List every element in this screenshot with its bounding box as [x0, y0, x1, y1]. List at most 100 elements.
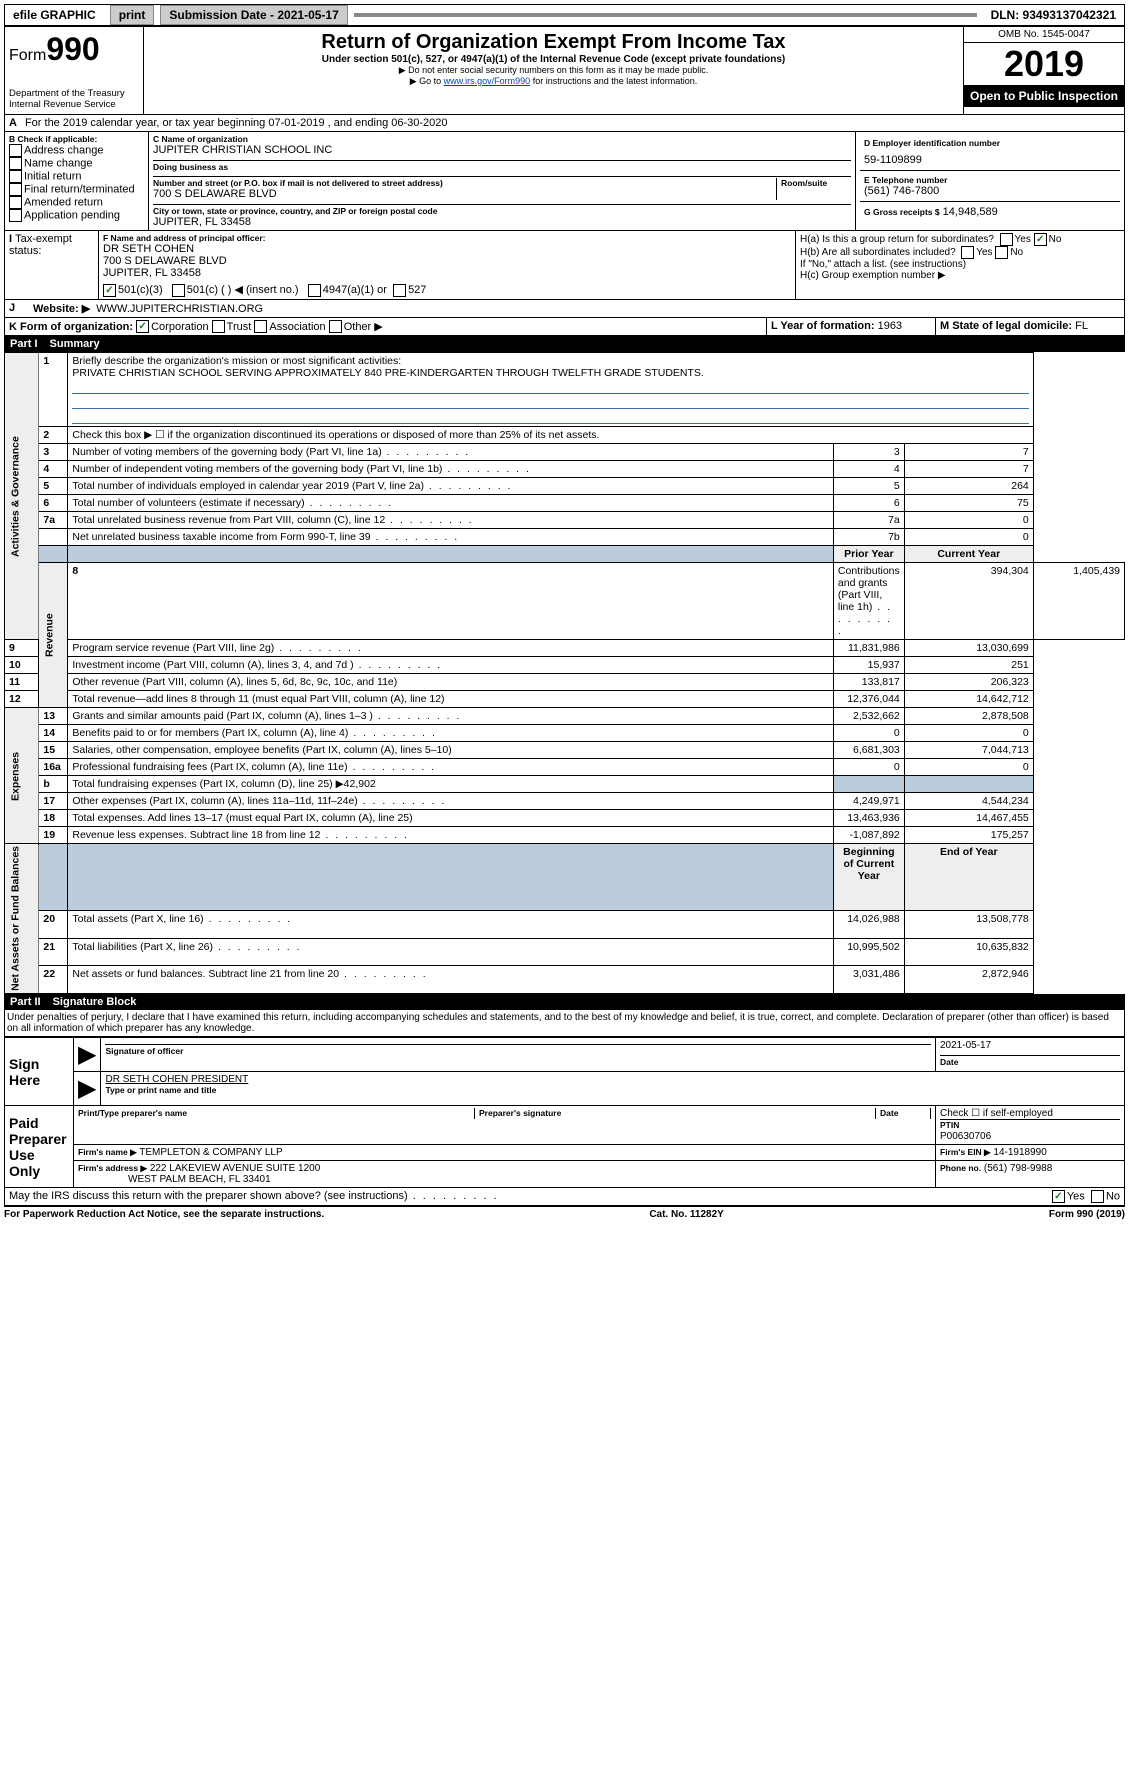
check-self-employed[interactable]: Check ☐ if self-employed	[940, 1108, 1120, 1120]
cb-application-pending[interactable]: Application pending	[9, 209, 144, 222]
cb-527[interactable]	[393, 284, 406, 297]
ptin-value: P00630706	[940, 1131, 991, 1142]
officer-addr2: JUPITER, FL 33458	[103, 267, 791, 279]
firm-phone: (561) 798-9988	[984, 1163, 1052, 1174]
cb-ha-yes[interactable]	[1000, 233, 1013, 246]
date-label: Date	[940, 1057, 1120, 1067]
cb-hb-no[interactable]	[995, 246, 1008, 259]
cb-501c[interactable]	[172, 284, 185, 297]
top-toolbar: efile GRAPHIC print Submission Date - 20…	[4, 4, 1125, 26]
toolbar-spacer	[354, 13, 977, 17]
f-label: F Name and address of principal officer:	[103, 233, 791, 243]
phone-label: E Telephone number	[864, 175, 1116, 185]
period-text: For the 2019 calendar year, or tax year …	[21, 115, 452, 131]
perjury-text: Under penalties of perjury, I declare th…	[4, 1010, 1125, 1037]
irs-link[interactable]: www.irs.gov/Form990	[444, 76, 531, 86]
print-button[interactable]: print	[110, 5, 155, 25]
line-a: A For the 2019 calendar year, or tax yea…	[4, 115, 1125, 132]
paid-preparer-label: Paid Preparer Use Only	[5, 1106, 74, 1188]
sig-date: 2021-05-17	[940, 1040, 1120, 1051]
open-public-badge: Open to Public Inspection	[964, 85, 1124, 107]
year-formation: 1963	[878, 320, 902, 332]
signature-table: Sign Here ▶ Signature of officer 2021-05…	[4, 1037, 1125, 1188]
c-name-label: C Name of organization	[153, 134, 851, 144]
cb-assoc[interactable]	[254, 320, 267, 333]
part1-table: Activities & Governance 1 Briefly descri…	[4, 352, 1125, 994]
website-value: WWW.JUPITERCHRISTIAN.ORG	[96, 303, 263, 315]
dba-label: Doing business as	[153, 162, 851, 172]
addr-label: Number and street (or P.O. box if mail i…	[153, 178, 776, 188]
firm-ein: 14-1918990	[993, 1147, 1046, 1158]
subtitle-2: Do not enter social security numbers on …	[148, 65, 959, 76]
phone-value: (561) 746-7800	[864, 185, 1116, 197]
page-footer: For Paperwork Reduction Act Notice, see …	[4, 1206, 1125, 1220]
dept-label: Department of the Treasury Internal Reve…	[9, 88, 139, 110]
footer-left: For Paperwork Reduction Act Notice, see …	[4, 1209, 324, 1220]
street-address: 700 S DELAWARE BLVD	[153, 188, 776, 200]
cb-discuss-no[interactable]	[1091, 1190, 1104, 1203]
subtitle-3: Go to www.irs.gov/Form990 for instructio…	[148, 76, 959, 87]
footer-right: Form 990 (2019)	[1049, 1209, 1125, 1220]
cb-ha-no[interactable]	[1034, 233, 1047, 246]
ein-label: D Employer identification number	[864, 138, 1116, 148]
omb-number: OMB No. 1545-0047	[964, 27, 1124, 43]
cb-address-change[interactable]: Address change	[9, 144, 144, 157]
firm-addr2: WEST PALM BEACH, FL 33401	[128, 1174, 271, 1185]
cb-name-change[interactable]: Name change	[9, 157, 144, 170]
sig-name: DR SETH COHEN PRESIDENT	[105, 1074, 1120, 1085]
sig-name-label: Type or print name and title	[105, 1085, 1120, 1095]
form-title: Return of Organization Exempt From Incom…	[148, 31, 959, 54]
cb-amended-return[interactable]: Amended return	[9, 196, 144, 209]
ein-value: 59-1109899	[864, 154, 1116, 166]
block-bcdefg: B Check if applicable: Address change Na…	[4, 132, 1125, 231]
cb-discuss-yes[interactable]	[1052, 1190, 1065, 1203]
q2-text: Check this box ▶ ☐ if the organization d…	[68, 427, 1033, 444]
room-label: Room/suite	[781, 178, 851, 188]
firm-addr1: 222 LAKEVIEW AVENUE SUITE 1200	[150, 1163, 320, 1174]
subtitle-1: Under section 501(c), 527, or 4947(a)(1)…	[148, 54, 959, 65]
discuss-row: May the IRS discuss this return with the…	[4, 1188, 1125, 1206]
submission-date: Submission Date - 2021-05-17	[160, 5, 347, 25]
sig-officer-label: Signature of officer	[105, 1046, 931, 1056]
city-value: JUPITER, FL 33458	[153, 216, 851, 228]
state-domicile: FL	[1075, 320, 1088, 332]
tax-year: 2019	[964, 43, 1124, 85]
city-label: City or town, state or province, country…	[153, 206, 851, 216]
h-b: H(b) Are all subordinates included? Yes …	[800, 246, 1120, 259]
cb-final-return[interactable]: Final return/terminated	[9, 183, 144, 196]
form-header: Form990 Department of the Treasury Inter…	[4, 26, 1125, 115]
line-klm: K Form of organization: Corporation Trus…	[4, 318, 1125, 337]
cb-4947[interactable]	[308, 284, 321, 297]
part1-header: Part ISummary	[4, 336, 1125, 352]
officer-addr1: 700 S DELAWARE BLVD	[103, 255, 791, 267]
cb-initial-return[interactable]: Initial return	[9, 170, 144, 183]
gross-value: 14,948,589	[943, 206, 998, 218]
form-number: Form990	[9, 31, 139, 68]
dln-label: DLN: 93493137042321	[983, 6, 1124, 24]
officer-name: DR SETH COHEN	[103, 243, 791, 255]
efile-label: efile GRAPHIC	[5, 6, 104, 24]
part2-header: Part IISignature Block	[4, 994, 1125, 1010]
block-fh: I Tax-exempt status: F Name and address …	[4, 231, 1125, 300]
cb-trust[interactable]	[212, 320, 225, 333]
side-netassets: Net Assets or Fund Balances	[5, 844, 39, 994]
footer-mid: Cat. No. 11282Y	[649, 1209, 723, 1220]
box-b-label: B Check if applicable:	[9, 134, 144, 144]
side-expenses: Expenses	[5, 708, 39, 844]
h-c: H(c) Group exemption number ▶	[800, 270, 1120, 281]
h-a: H(a) Is this a group return for subordin…	[800, 233, 1120, 246]
h-b-note: If "No," attach a list. (see instruction…	[800, 259, 1120, 270]
firm-name: TEMPLETON & COMPANY LLP	[139, 1147, 282, 1158]
side-activities: Activities & Governance	[5, 353, 39, 640]
cb-other[interactable]	[329, 320, 342, 333]
side-revenue: Revenue	[39, 563, 68, 708]
org-name: JUPITER CHRISTIAN SCHOOL INC	[153, 144, 851, 156]
q1-label: Briefly describe the organization's miss…	[72, 355, 401, 367]
cb-501c3[interactable]	[103, 284, 116, 297]
mission-text: PRIVATE CHRISTIAN SCHOOL SERVING APPROXI…	[72, 367, 703, 379]
cb-corp[interactable]	[136, 320, 149, 333]
sign-here-label: Sign Here	[5, 1038, 74, 1106]
cb-hb-yes[interactable]	[961, 246, 974, 259]
gross-label: G Gross receipts $	[864, 207, 940, 217]
line-j: J Website: ▶ WWW.JUPITERCHRISTIAN.ORG	[4, 300, 1125, 318]
